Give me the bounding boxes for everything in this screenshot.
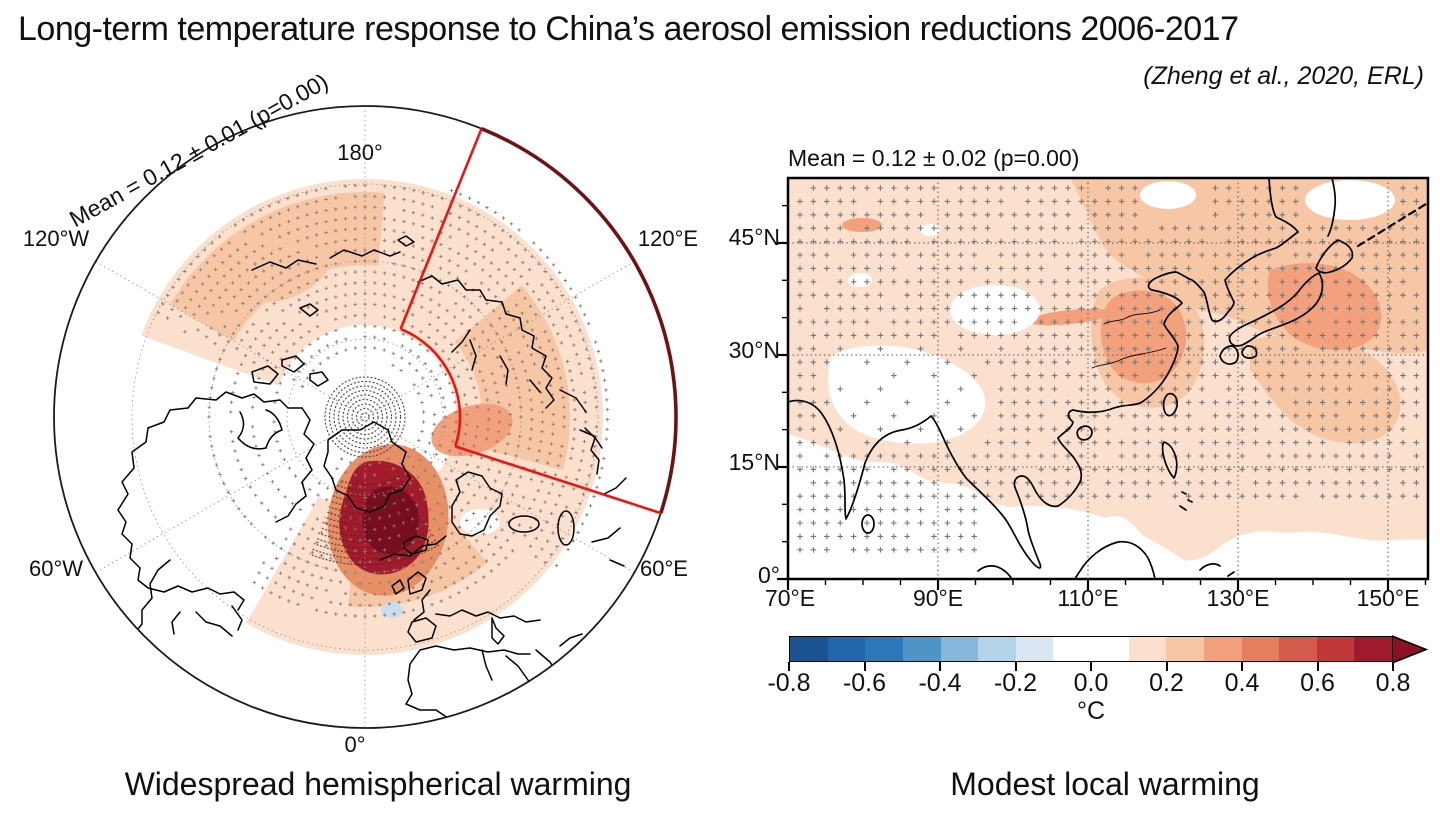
colorbar-tick: [788, 662, 790, 671]
lon-label-60e: 60°E: [640, 556, 688, 581]
right-axis-ticks: [777, 204, 1427, 590]
colorbar-segment: [1354, 637, 1392, 661]
x-tick-110e: 110°E: [1057, 585, 1119, 611]
colorbar-segment: [865, 637, 903, 661]
colorbar-segment: [790, 637, 828, 661]
citation-text: (Zheng et al., 2020, ERL): [1143, 62, 1424, 90]
left-caption: Widespread hemispherical warming: [124, 766, 632, 802]
colorbar-segment: [1166, 637, 1204, 661]
pole-ring-texture: [309, 376, 440, 566]
colorbar-tick: [1241, 662, 1243, 671]
right-map-asia: [777, 176, 1430, 590]
colorbar-tick-label: -0.6: [842, 669, 887, 697]
colorbar-tick: [1014, 662, 1017, 671]
colorbar-arrow: [1392, 634, 1429, 664]
colorbar: [789, 636, 1393, 662]
y-tick-0: 0°: [758, 562, 780, 588]
colorbar-segment: [902, 637, 941, 661]
colorbar-segment: [827, 637, 866, 661]
colorbar-tick: [1165, 662, 1168, 671]
colorbar-segment: [1015, 637, 1054, 661]
colorbar-tick-label: 0.2: [1149, 669, 1184, 697]
left-map-polar: [53, 105, 678, 729]
left-stipple-dots: [156, 183, 610, 618]
colorbar-tick: [863, 662, 866, 671]
lon-label-0: 0°: [344, 732, 366, 757]
right-shading: [788, 178, 1428, 579]
colorbar-tick: [1316, 662, 1319, 671]
colorbar-unit-label: °C: [1076, 697, 1106, 725]
left-shading: [141, 178, 603, 655]
colorbar-tick: [939, 662, 941, 671]
colorbar-tick-label: -0.8: [767, 669, 811, 697]
colorbar-segment: [1128, 637, 1167, 661]
colorbar-segment: [978, 637, 1016, 661]
figure-title: Long-term temperature response to China’…: [18, 10, 1239, 48]
colorbar-tick-label: -0.2: [993, 669, 1038, 697]
y-tick-45n: 45°N: [728, 224, 780, 250]
colorbar-segment: [1279, 637, 1317, 661]
colorbar-tick: [1392, 662, 1394, 671]
y-tick-15n: 15°N: [728, 449, 780, 475]
colorbar-segment: [940, 637, 979, 661]
right-mean-label: Mean = 0.12 ± 0.02 (p=0.00): [788, 145, 1080, 171]
lon-label-120e: 120°E: [637, 226, 699, 251]
left-coastlines: [117, 235, 627, 719]
right-coastlines: [788, 178, 1428, 579]
colorbar-tick-label: 0.4: [1224, 669, 1260, 697]
colorbar-segment: [1241, 637, 1280, 661]
colorbar-tick-label: -0.4: [918, 669, 962, 697]
colorbar-tick-label: 0.0: [1073, 669, 1109, 697]
right-map-frame: [786, 176, 1430, 581]
colorbar-tick: [1090, 662, 1092, 671]
right-caption: Modest local warming: [950, 766, 1260, 802]
right-stipple-dots: [797, 185, 1420, 553]
x-tick-90e: 90°E: [912, 585, 964, 611]
lon-label-120w: 120°W: [22, 226, 90, 251]
y-tick-30n: 30°N: [728, 337, 780, 363]
colorbar-segment: [1091, 637, 1129, 661]
colorbar-segment: [1316, 637, 1355, 661]
colorbar-segment: [1053, 637, 1091, 661]
x-tick-70e: 70°E: [764, 585, 816, 611]
colorbar-segment: [1203, 637, 1242, 661]
colorbar-tick-label: 0.6: [1300, 669, 1335, 697]
lon-label-180: 180°: [337, 140, 383, 165]
east-asia-region-outline: [399, 127, 678, 515]
x-tick-150e: 150°E: [1356, 585, 1420, 611]
lon-label-60w: 60°W: [28, 556, 84, 581]
colorbar-tick-label: 0.8: [1375, 669, 1411, 697]
x-tick-130e: 130°E: [1206, 585, 1270, 611]
